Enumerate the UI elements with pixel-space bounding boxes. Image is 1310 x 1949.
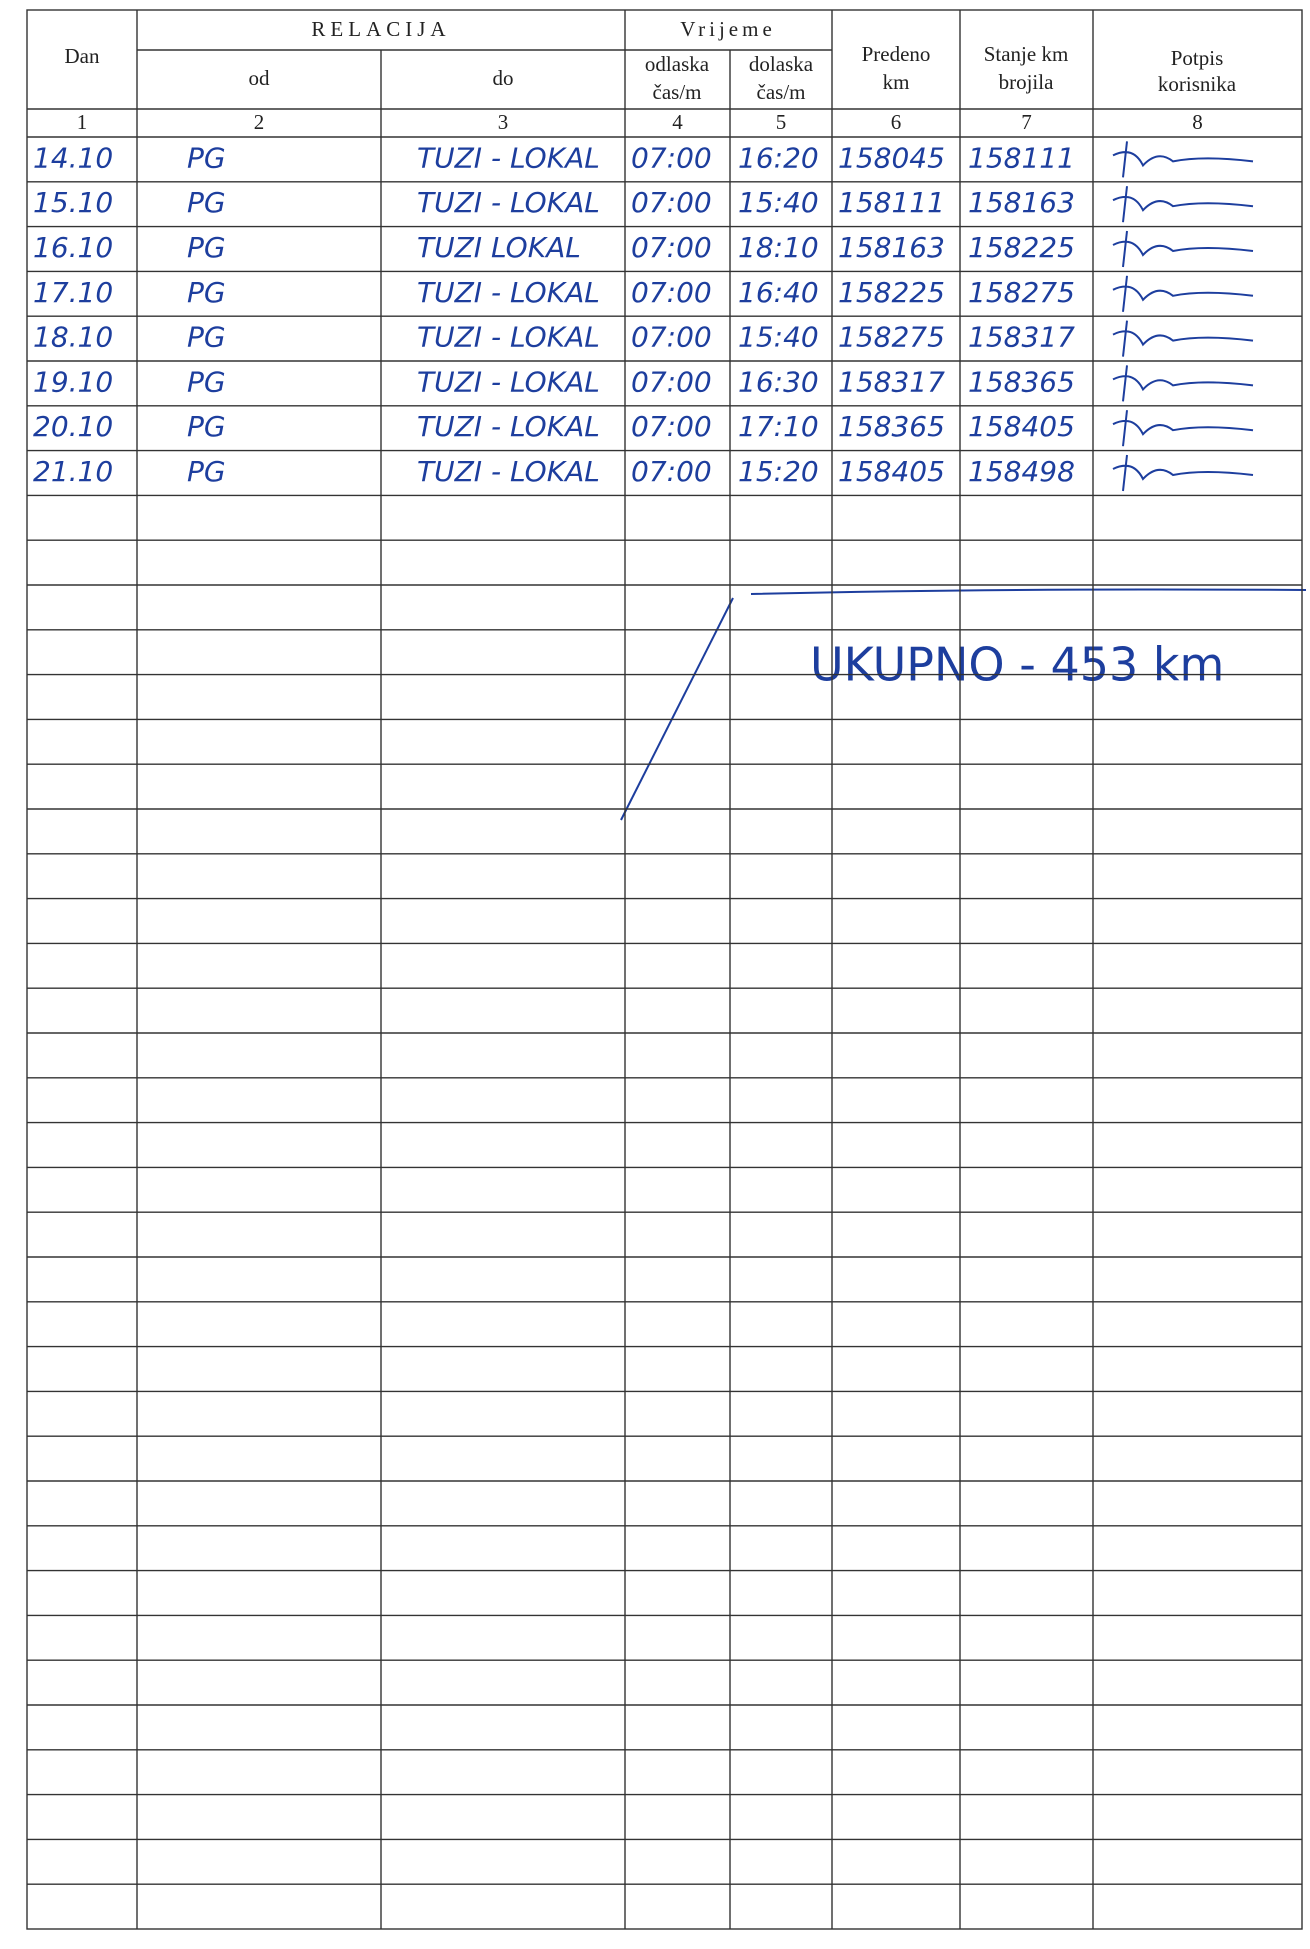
cell-entry: 158163 [838, 231, 945, 264]
column-number: 3 [498, 110, 509, 134]
cell-entry: 07:00 [631, 141, 712, 174]
cell-entry: 158225 [838, 276, 945, 309]
cell-entry: TUZI - LOKAL [417, 186, 600, 219]
cell-entry: 16:20 [738, 141, 819, 174]
column-number: 6 [891, 110, 902, 134]
cell-entry: TUZI LOKAL [417, 231, 581, 264]
header-dolaska-unit: čas/m [757, 80, 806, 104]
cell-entry: 07:00 [631, 365, 712, 398]
cell-entry: 07:00 [631, 231, 712, 264]
cell-entry: 15.10 [33, 186, 113, 219]
column-number: 7 [1021, 110, 1032, 134]
cell-entry: 158163 [968, 186, 1075, 219]
header-do: do [493, 66, 514, 90]
cell-entry: TUZI - LOKAL [417, 321, 600, 354]
cell-entry: 158317 [838, 365, 945, 398]
cell-entry: 16.10 [33, 231, 113, 264]
header-relacija: RELACIJA [311, 17, 450, 41]
header-vrijeme: Vrijeme [680, 17, 776, 41]
cell-entry: 07:00 [631, 186, 712, 219]
header-stanje-unit: brojila [999, 70, 1054, 94]
cell-entry: 18.10 [33, 321, 113, 354]
cell-entry: 158317 [968, 321, 1075, 354]
cell-entry: 15:20 [738, 455, 819, 488]
column-number: 1 [77, 110, 88, 134]
header-potpis-unit: korisnika [1158, 72, 1237, 96]
header-dolaska: dolaska [749, 52, 814, 76]
cell-entry: 07:00 [631, 455, 712, 488]
cell-entry: 15:40 [738, 186, 819, 219]
header-dan: Dan [65, 44, 100, 68]
cell-entry: 20.10 [33, 410, 113, 443]
travel-log-sheet: Dan RELACIJA od do Vrijeme odlaska čas/m… [0, 0, 1310, 1949]
header-stanje: Stanje km [984, 42, 1069, 66]
cell-entry: 158365 [968, 365, 1075, 398]
cell-entry: 16:40 [738, 276, 819, 309]
cell-entry: 18:10 [738, 231, 819, 264]
cell-entry: TUZI - LOKAL [417, 276, 600, 309]
cell-entry: 15:40 [738, 321, 819, 354]
cell-entry: 158275 [838, 321, 945, 354]
cell-entry: 158111 [968, 141, 1075, 174]
cell-entry: 158365 [838, 410, 945, 443]
cell-entry: TUZI - LOKAL [417, 365, 600, 398]
header-predeno: Predeno [862, 42, 931, 66]
cell-entry: PG [187, 455, 226, 488]
cell-entry: 158405 [838, 455, 945, 488]
cell-entry: 158225 [968, 231, 1075, 264]
cell-entry: PG [187, 410, 226, 443]
cell-entry: 07:00 [631, 321, 712, 354]
header-odlaska: odlaska [645, 52, 710, 76]
cell-entry: 158405 [968, 410, 1075, 443]
cell-entry: 16:30 [738, 365, 819, 398]
total-note: UKUPNO - 453 km [810, 638, 1224, 692]
cell-entry: 158498 [968, 455, 1075, 488]
cell-entry: PG [187, 141, 226, 174]
header-predeno-unit: km [883, 70, 910, 94]
header-potpis: Potpis [1171, 46, 1224, 70]
cell-entry: 14.10 [33, 141, 113, 174]
column-number: 4 [672, 110, 683, 134]
header-odlaska-unit: čas/m [653, 80, 702, 104]
cell-entry: 17.10 [33, 276, 113, 309]
header-od: od [249, 66, 271, 90]
cell-entry: 19.10 [33, 365, 113, 398]
cell-entry: TUZI - LOKAL [417, 410, 600, 443]
cell-entry: PG [187, 231, 226, 264]
cell-entry: 07:00 [631, 276, 712, 309]
column-number: 2 [254, 110, 265, 134]
cell-entry: TUZI - LOKAL [417, 455, 600, 488]
cell-entry: 158275 [968, 276, 1075, 309]
cell-entry: 158045 [838, 141, 945, 174]
column-number: 5 [776, 110, 787, 134]
cell-entry: PG [187, 276, 226, 309]
cell-entry: 07:00 [631, 410, 712, 443]
column-number: 8 [1192, 110, 1203, 134]
cell-entry: 158111 [838, 186, 945, 219]
cell-entry: TUZI - LOKAL [417, 141, 600, 174]
cell-entry: PG [187, 186, 226, 219]
cell-entry: PG [187, 365, 226, 398]
cell-entry: 21.10 [33, 455, 113, 488]
cell-entry: 17:10 [738, 410, 819, 443]
cell-entry: PG [187, 321, 226, 354]
